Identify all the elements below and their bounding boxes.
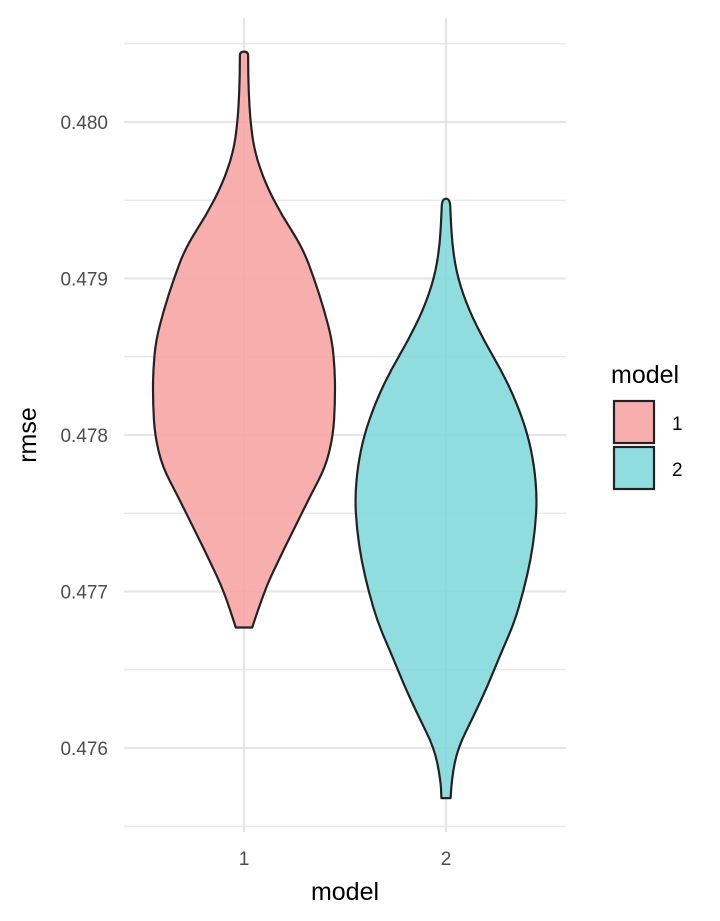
y-axis-title: rmse (14, 407, 42, 463)
x-tick-label: 2 (441, 849, 452, 870)
x-tick-label: 1 (239, 849, 250, 870)
violin-model-2 (354, 197, 538, 800)
y-tick-label: 0.478 (60, 426, 108, 447)
y-tick-label: 0.477 (60, 583, 108, 604)
y-tick-label: 0.479 (60, 270, 108, 291)
x-axis-title: model (311, 878, 379, 906)
y-tick-labels: 0.476 0.477 0.478 0.479 0.480 (60, 113, 108, 760)
y-tick-label: 0.480 (60, 113, 108, 134)
legend-label-2: 2 (672, 460, 683, 481)
legend-title: model (611, 361, 679, 389)
legend-key-1 (612, 399, 656, 445)
violin-model-1 (151, 50, 337, 629)
y-tick-label: 0.476 (60, 739, 108, 760)
legend: model 1 2 (611, 361, 683, 491)
legend-label-1: 1 (672, 414, 683, 435)
legend-key-2 (612, 445, 656, 491)
violin-layer (151, 50, 538, 800)
